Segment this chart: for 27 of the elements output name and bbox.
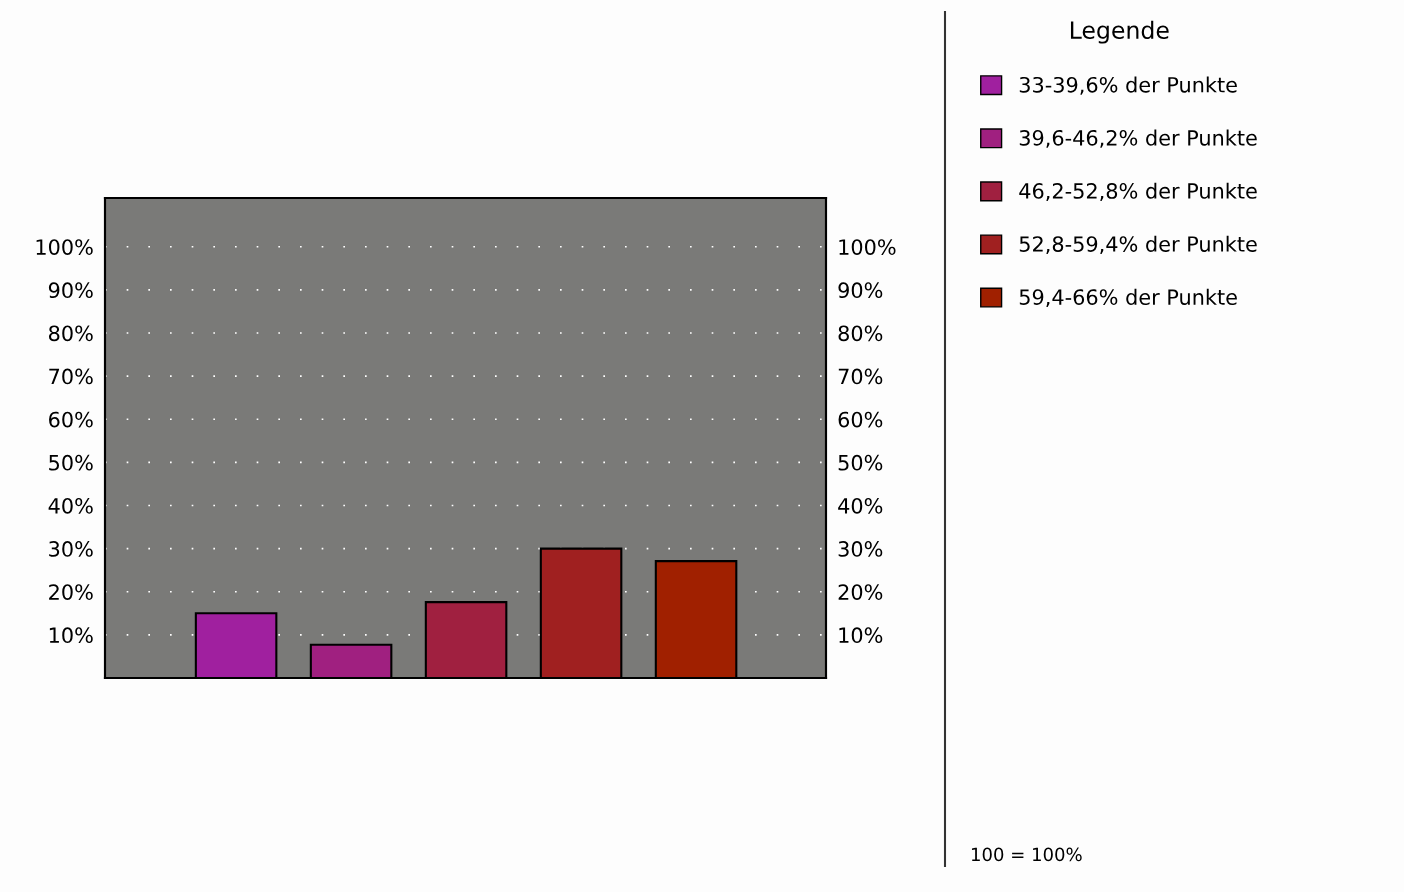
legend-label: 59,4-66% der Punkte: [1019, 288, 1237, 308]
y2-tick-label: 90%: [838, 282, 883, 299]
y-tick-label: 40%: [48, 497, 93, 514]
y-tick-label: 100%: [36, 239, 93, 255]
legend-label: 52,8-59,4% der Punkte: [1019, 235, 1257, 255]
y-tick-label: 50%: [49, 454, 93, 471]
y2-tick-label: 30%: [838, 541, 883, 557]
y2-tick-label: 40%: [838, 497, 883, 514]
y2-tick-label: 100%: [839, 239, 896, 255]
y-tick-label: 20%: [49, 584, 93, 600]
y2-tick-label: 20%: [838, 584, 883, 600]
y-tick-label: 70%: [49, 368, 93, 385]
y-tick-label: 90%: [48, 282, 93, 299]
legend-label: 46,2-52,8% der Punkte: [1019, 182, 1257, 201]
y-tick-label: 80%: [49, 325, 93, 342]
legend-title: Legende: [1070, 20, 1169, 44]
legend-label: 33-39,6% der Punkte: [1019, 76, 1237, 95]
y2-tick-label: 80%: [838, 325, 883, 342]
y2-tick-label: 10%: [839, 627, 883, 644]
y2-tick-label: 60%: [838, 411, 883, 428]
legend-label: 39,6-46,2% der Punkte: [1019, 129, 1257, 148]
y-tick-label: 10%: [49, 627, 93, 644]
y2-tick-label: 70%: [838, 368, 883, 385]
y-tick-label: 30%: [49, 541, 93, 557]
text: 100 = 100%: [971, 847, 1082, 862]
y2-tick-label: 50%: [838, 454, 883, 471]
y-tick-label: 60%: [49, 411, 93, 428]
